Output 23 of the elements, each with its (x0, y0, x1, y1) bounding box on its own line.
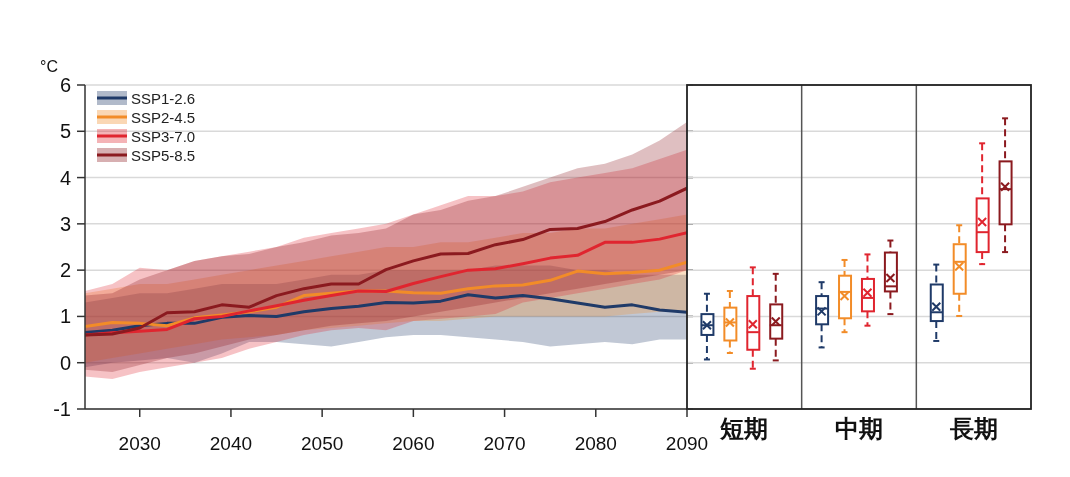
y-tick-label: 3 (59, 212, 71, 235)
y-tick-label: 0 (59, 351, 71, 374)
x-tick-label: 短期 (719, 415, 769, 442)
y-tick-label: 5 (59, 120, 71, 143)
x-tick-label: 2030 (118, 433, 161, 454)
legend-label: SSP5-8.5 (131, 147, 196, 164)
y-tick-label: 2 (59, 259, 71, 282)
x-tick-label: 長期 (948, 415, 998, 442)
x-tick-label: 中期 (835, 415, 883, 442)
x-tick-label: 2080 (574, 433, 617, 454)
x-tick-label: 2060 (392, 433, 435, 454)
x-tick-label: 2070 (483, 433, 526, 454)
x-tick-label: 2090 (665, 433, 709, 454)
y-axis-title: °C (40, 58, 58, 75)
x-tick-label: 2050 (301, 433, 344, 454)
y-tick-label: 1 (59, 305, 71, 328)
x-tick-label: 2040 (209, 433, 253, 454)
legend-label: SSP1-2.6 (131, 90, 196, 107)
y-tick-label: -1 (53, 398, 71, 420)
y-tick-label: 6 (59, 74, 71, 96)
legend-label: SSP3-7.0 (131, 128, 196, 145)
y-tick-label: 4 (59, 166, 71, 189)
legend-label: SSP2-4.5 (131, 109, 196, 126)
